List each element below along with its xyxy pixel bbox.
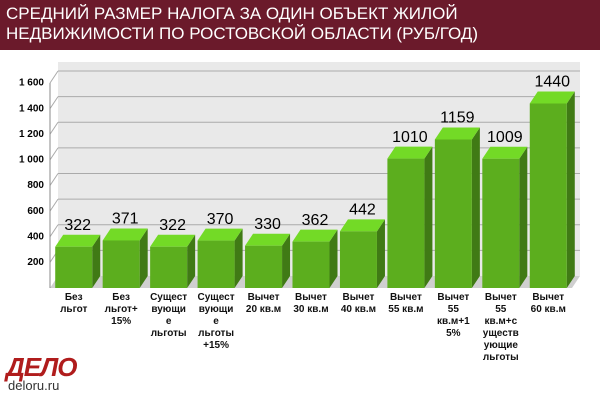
bar xyxy=(529,103,567,288)
bar-side xyxy=(139,228,148,288)
data-label: 370 xyxy=(207,211,234,228)
grid-line xyxy=(49,173,59,186)
y-tick-label: 400 xyxy=(27,231,44,242)
bar-side xyxy=(92,234,101,288)
y-tick-label: 1 400 xyxy=(19,103,44,114)
data-label: 362 xyxy=(302,212,329,229)
data-label: 322 xyxy=(64,217,91,234)
x-tick-label: Вычет 60 кв.м xyxy=(530,292,566,315)
bar-top xyxy=(339,219,385,232)
y-tick-label: 1 600 xyxy=(19,78,44,89)
y-tick-label: 200 xyxy=(27,257,44,268)
data-label: 322 xyxy=(159,217,186,234)
data-label: 371 xyxy=(112,211,139,228)
bar-top xyxy=(387,146,433,159)
bar-top xyxy=(434,127,480,140)
x-tick-label: Без льгот+ 15% xyxy=(104,292,138,327)
data-label: 1159 xyxy=(440,110,475,127)
x-tick-label: Сущест вующи е льготы +15% xyxy=(197,292,235,351)
bar xyxy=(55,246,93,288)
bar-side xyxy=(329,229,338,288)
bar xyxy=(197,240,235,288)
grid-line xyxy=(49,224,59,238)
bar-top xyxy=(150,234,196,247)
bar-top xyxy=(529,91,575,104)
bar-side xyxy=(282,233,291,288)
bar-side xyxy=(519,146,528,288)
bar-top xyxy=(55,234,101,247)
bar-top xyxy=(245,233,291,246)
x-tick-label: Вычет 55 кв.м xyxy=(388,292,424,315)
bar-top xyxy=(292,229,338,242)
bar-side xyxy=(566,91,575,288)
data-label: 330 xyxy=(254,216,281,233)
bar-top xyxy=(197,228,243,241)
y-tick-label: 1 000 xyxy=(19,155,44,166)
site: deloru.ru xyxy=(8,378,60,393)
grid-line xyxy=(49,198,59,212)
bar-side xyxy=(187,234,196,288)
x-tick-label: Без льгот xyxy=(60,292,88,315)
data-label: 1010 xyxy=(392,129,428,146)
bar-side xyxy=(376,219,385,288)
x-tick-label: Вычет 55 кв.м+1 5% xyxy=(436,292,470,339)
chart-title: СРЕДНИЙ РАЗМЕР НАЛОГА ЗА ОДИН ОБЪЕКТ ЖИЛ… xyxy=(0,0,600,50)
bar xyxy=(150,246,188,288)
logo: ДЕЛО xyxy=(6,352,78,382)
x-tick-label: Вычет 55 кв.м+с уществ ующие льготы xyxy=(482,292,519,363)
y-tick-label: 1 200 xyxy=(19,129,44,140)
bar xyxy=(482,158,520,288)
bar xyxy=(245,245,283,288)
bar-side xyxy=(471,127,480,288)
y-tick-label: 600 xyxy=(27,206,44,217)
bar-side xyxy=(424,146,433,288)
data-label: 442 xyxy=(349,202,376,219)
y-tick-label: 800 xyxy=(27,180,44,191)
data-label: 1440 xyxy=(534,74,570,91)
bar-side xyxy=(234,228,243,288)
bar xyxy=(102,240,140,288)
data-label: 1009 xyxy=(487,129,523,146)
bar xyxy=(339,231,377,288)
x-tick-label: Сущест вующи е льготы xyxy=(150,292,188,339)
grid-line xyxy=(49,70,59,84)
bar xyxy=(387,158,425,288)
bar xyxy=(292,241,330,288)
x-tick-label: Вычет 40 кв.м xyxy=(340,292,377,315)
x-tick-label: Вычет 20 кв.м xyxy=(245,292,282,315)
x-tick-label: Вычет 30 кв.м xyxy=(293,292,329,315)
bar-top xyxy=(482,146,528,159)
grid-line xyxy=(49,96,59,109)
grid-line xyxy=(49,147,59,161)
bar xyxy=(434,139,472,288)
grid-line xyxy=(49,121,59,135)
bar-top xyxy=(102,228,148,241)
